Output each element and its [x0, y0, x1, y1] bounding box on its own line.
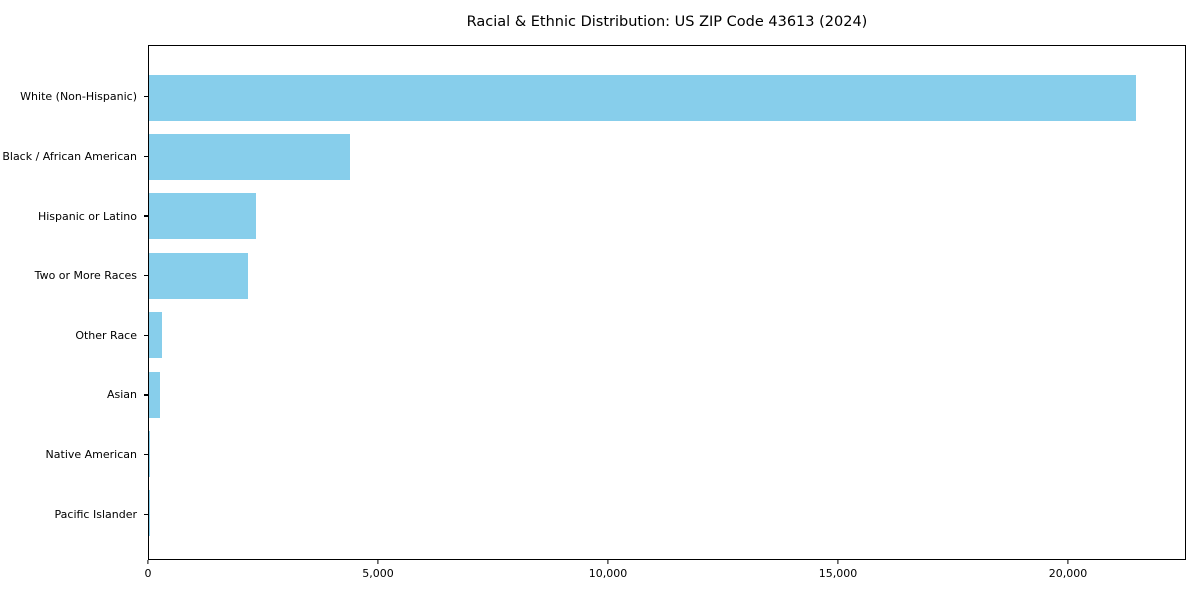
bar-row [149, 187, 1185, 246]
x-tick-mark [837, 560, 839, 564]
y-tick-label: Two or More Races [34, 269, 137, 283]
y-tick-mark [144, 394, 148, 396]
x-tick-label: 0 [144, 567, 152, 580]
bar-row [149, 484, 1185, 543]
y-tick-mark [144, 155, 148, 158]
y-tick-row: Pacific Islander [0, 484, 148, 544]
bar-row [149, 68, 1185, 127]
bar [149, 430, 150, 477]
y-tick-row: Other Race [0, 306, 148, 366]
bar [149, 371, 161, 418]
bar [149, 252, 248, 299]
bar-row [149, 246, 1185, 305]
y-tick-row: White (Non-Hispanic) [0, 67, 148, 127]
plot-area [148, 45, 1186, 560]
x-axis: 0 5,000 10,000 15,000 20,000 [144, 560, 1186, 592]
bar-row [149, 306, 1185, 365]
y-tick-label: Asian [106, 388, 137, 402]
y-tick-row: Asian [0, 365, 148, 425]
y-tick-row: Black / African American [0, 127, 148, 187]
x-tick-mark [147, 560, 149, 564]
x-tick-label: 15,000 [818, 567, 858, 580]
y-tick-label: Other Race [75, 328, 137, 342]
y-tick-label: White (Non-Hispanic) [20, 90, 137, 104]
y-tick-mark [144, 334, 148, 336]
x-tick-mark [607, 560, 609, 564]
x-tick-mark [1067, 560, 1069, 564]
y-tick-mark [144, 513, 148, 515]
bar [149, 74, 1137, 121]
y-tick-row: Native American [0, 425, 148, 485]
y-tick-label: Hispanic or Latino [37, 209, 137, 223]
x-tick-mark [377, 560, 379, 564]
y-tick-label: Native American [45, 448, 137, 462]
x-tick-label: 5,000 [362, 567, 394, 580]
y-tick-row: Two or More Races [0, 246, 148, 306]
x-tick-label: 20,000 [1048, 567, 1088, 580]
bar [149, 312, 162, 359]
x-tick-label: 10,000 [588, 567, 628, 580]
y-tick-label: Pacific Islander [54, 507, 137, 521]
bar-row [149, 424, 1185, 483]
chart-title: Racial & Ethnic Distribution: US ZIP Cod… [466, 14, 868, 30]
y-tick-mark [144, 275, 148, 277]
y-axis-labels: White (Non-Hispanic) Black / African Amer… [0, 67, 148, 544]
bar-row [149, 127, 1185, 186]
bar-row [149, 365, 1185, 424]
y-tick-label: Black / African American [2, 149, 137, 163]
bar [149, 193, 256, 240]
bar [149, 134, 350, 181]
y-tick-mark [144, 215, 148, 217]
y-tick-mark [144, 96, 148, 98]
y-tick-mark [144, 453, 148, 456]
y-tick-row: Hispanic or Latino [0, 186, 148, 246]
bar-rows [149, 68, 1185, 543]
